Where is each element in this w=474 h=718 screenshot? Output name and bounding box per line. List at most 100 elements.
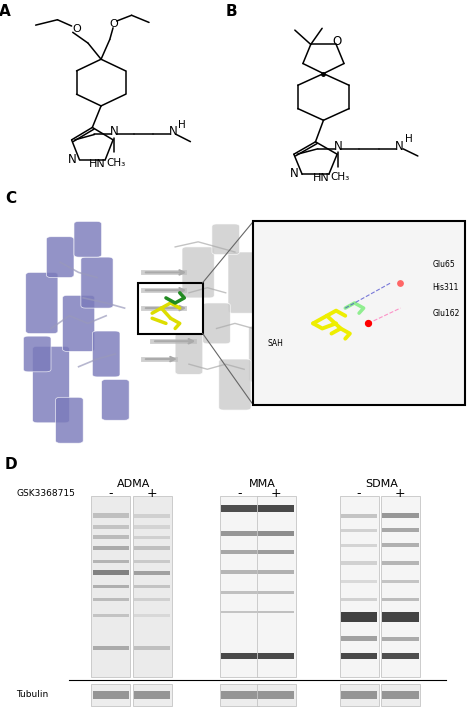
Bar [134, 646, 170, 650]
Text: Glu162: Glu162 [433, 309, 460, 317]
Bar [258, 691, 294, 699]
Text: SDMA: SDMA [365, 479, 399, 489]
FancyBboxPatch shape [23, 336, 51, 372]
Bar [134, 691, 170, 699]
Bar [258, 550, 294, 554]
Bar [339, 684, 379, 706]
Bar [221, 691, 258, 699]
Bar [258, 610, 294, 613]
Bar [382, 528, 419, 532]
Bar [258, 531, 294, 536]
FancyBboxPatch shape [101, 379, 129, 420]
Bar [221, 531, 258, 536]
Text: GSK3368715: GSK3368715 [17, 489, 75, 498]
Bar [258, 505, 294, 512]
Bar [221, 653, 258, 658]
Text: D: D [5, 457, 18, 472]
FancyBboxPatch shape [63, 295, 95, 351]
Bar [382, 543, 419, 546]
Bar [341, 691, 377, 699]
Text: MMA: MMA [249, 479, 276, 489]
Bar [382, 580, 419, 583]
Bar [341, 597, 377, 601]
Bar [92, 584, 129, 588]
Bar [134, 536, 170, 539]
Bar [134, 546, 170, 550]
Bar [382, 561, 419, 564]
Text: O: O [333, 35, 342, 48]
Bar [258, 591, 294, 594]
Text: A: A [0, 4, 10, 19]
FancyBboxPatch shape [403, 247, 435, 298]
Bar [221, 591, 258, 594]
Text: CH₃: CH₃ [107, 158, 126, 168]
Text: N: N [334, 139, 343, 153]
Text: -: - [237, 487, 242, 500]
FancyBboxPatch shape [212, 224, 239, 255]
Text: Tubulin: Tubulin [17, 691, 49, 699]
FancyBboxPatch shape [74, 221, 101, 257]
Text: N: N [169, 125, 177, 139]
FancyBboxPatch shape [249, 326, 276, 382]
FancyBboxPatch shape [228, 252, 260, 313]
Bar [92, 597, 129, 601]
Bar [91, 496, 130, 676]
Bar [92, 513, 129, 518]
Text: -: - [109, 487, 113, 500]
Bar [134, 598, 170, 601]
Bar [133, 684, 172, 706]
Point [365, 317, 372, 329]
Bar [92, 546, 129, 550]
FancyBboxPatch shape [46, 237, 74, 277]
Bar [221, 570, 258, 574]
Bar [341, 653, 377, 658]
Text: B: B [226, 4, 237, 19]
Bar [341, 529, 377, 532]
FancyBboxPatch shape [276, 229, 304, 275]
FancyBboxPatch shape [175, 334, 203, 374]
Bar [341, 513, 377, 518]
Text: Glu65: Glu65 [433, 260, 456, 269]
FancyBboxPatch shape [265, 265, 297, 341]
Bar [341, 561, 377, 564]
Bar [220, 684, 259, 706]
Bar [91, 684, 130, 706]
Text: N: N [110, 125, 118, 139]
Bar [382, 513, 419, 518]
Text: HN: HN [312, 173, 329, 183]
FancyBboxPatch shape [26, 272, 58, 334]
Bar [133, 496, 172, 676]
Bar [339, 496, 379, 676]
Bar [341, 636, 377, 640]
Bar [382, 653, 419, 658]
Bar [341, 612, 377, 623]
Bar [134, 571, 170, 576]
Bar [382, 637, 419, 640]
Text: +: + [271, 487, 282, 500]
FancyBboxPatch shape [182, 247, 214, 298]
Text: O: O [110, 19, 118, 29]
Bar [92, 559, 129, 563]
FancyBboxPatch shape [92, 331, 120, 377]
Bar [92, 645, 129, 650]
Bar [92, 691, 129, 699]
Bar [92, 525, 129, 528]
FancyBboxPatch shape [361, 288, 403, 369]
Text: H: H [178, 120, 186, 129]
Text: N: N [67, 152, 76, 166]
Bar [382, 612, 419, 623]
Text: H: H [405, 134, 413, 144]
Text: O: O [73, 24, 82, 34]
Bar [258, 570, 294, 574]
Text: His311: His311 [433, 283, 459, 292]
Bar [220, 496, 259, 676]
Text: CH₃: CH₃ [331, 172, 350, 182]
Text: N: N [395, 139, 404, 153]
FancyBboxPatch shape [263, 224, 299, 270]
FancyBboxPatch shape [81, 257, 113, 308]
Bar [134, 585, 170, 588]
Bar [92, 614, 129, 617]
Bar [221, 550, 258, 554]
Text: C: C [5, 191, 16, 206]
Bar [258, 653, 294, 658]
